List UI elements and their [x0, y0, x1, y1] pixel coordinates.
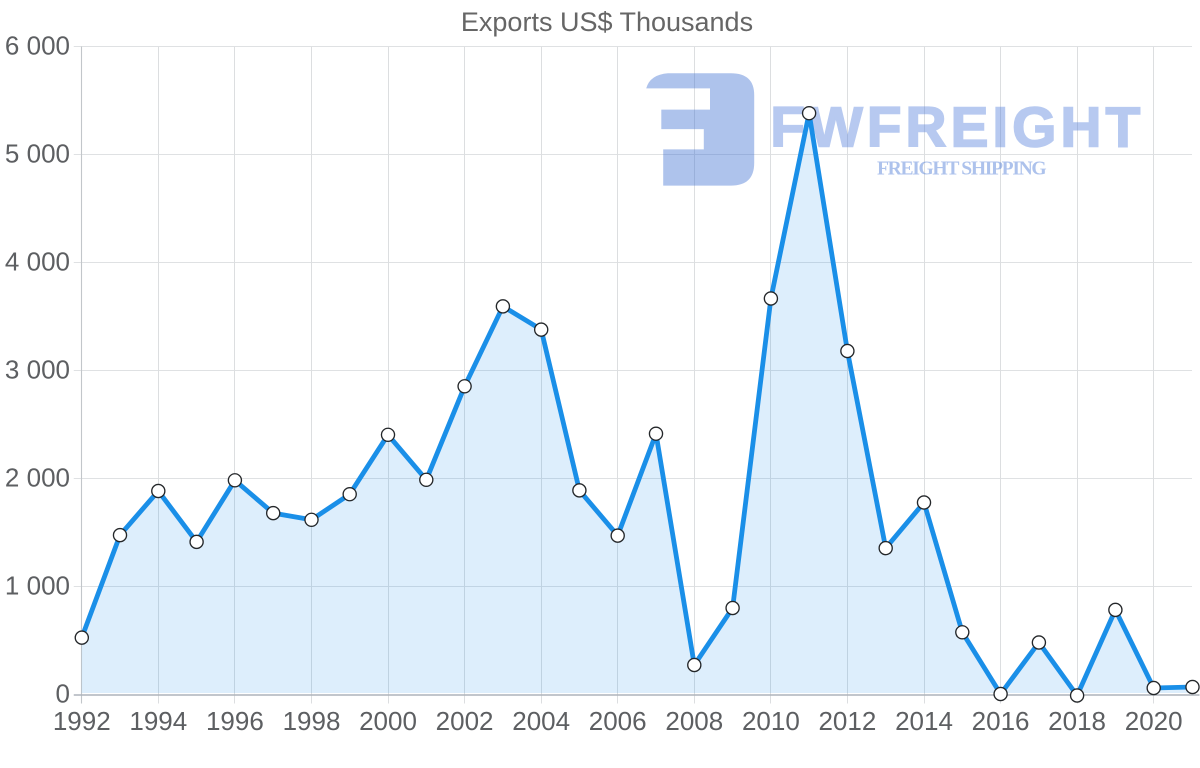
svg-text:2006: 2006 [589, 706, 647, 736]
svg-text:3 000: 3 000 [5, 354, 70, 384]
svg-text:1998: 1998 [283, 706, 341, 736]
svg-text:0: 0 [56, 679, 70, 709]
svg-text:2016: 2016 [972, 706, 1030, 736]
svg-text:5 000: 5 000 [5, 138, 70, 168]
svg-text:1 000: 1 000 [5, 571, 70, 601]
svg-text:Exports US$ Thousands: Exports US$ Thousands [461, 7, 753, 37]
svg-text:1996: 1996 [206, 706, 264, 736]
svg-text:2002: 2002 [436, 706, 494, 736]
svg-text:4 000: 4 000 [5, 246, 70, 276]
svg-text:1994: 1994 [129, 706, 187, 736]
svg-text:2000: 2000 [359, 706, 417, 736]
svg-text:FWFREIGHT: FWFREIGHT [770, 95, 1144, 159]
svg-text:2008: 2008 [665, 706, 723, 736]
svg-text:1992: 1992 [53, 706, 111, 736]
svg-text:2010: 2010 [742, 706, 800, 736]
svg-text:2020: 2020 [1125, 706, 1183, 736]
svg-text:2018: 2018 [1048, 706, 1106, 736]
svg-text:2014: 2014 [895, 706, 953, 736]
svg-text:FREIGHT SHIPPING: FREIGHT SHIPPING [877, 159, 1046, 180]
svg-text:6 000: 6 000 [5, 30, 70, 60]
svg-text:2012: 2012 [818, 706, 876, 736]
svg-text:2004: 2004 [512, 706, 570, 736]
svg-text:2 000: 2 000 [5, 462, 70, 492]
